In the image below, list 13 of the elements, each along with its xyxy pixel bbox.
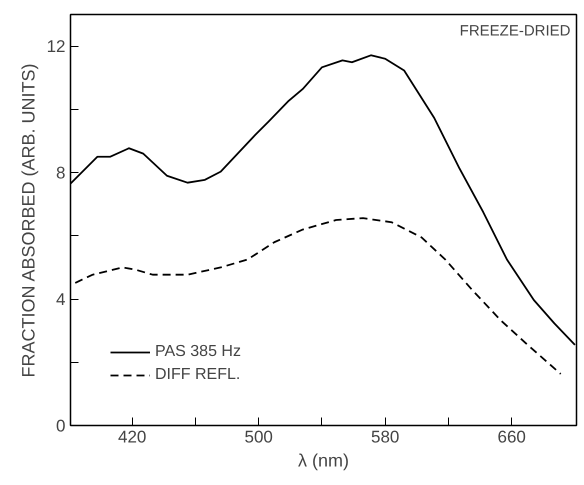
x-axis-title: λ (nm) (298, 450, 350, 470)
x-tick-label: 500 (244, 428, 273, 446)
y-tick-label: 12 (46, 37, 66, 56)
legend-label: DIFF REFL. (155, 366, 240, 384)
annotation: FREEZE-DRIED (460, 22, 571, 40)
y-tick-label: 4 (56, 290, 66, 310)
y-axis-title: FRACTION ABSORBED (ARB. UNITS) (18, 63, 39, 378)
legend-label: PAS 385 Hz (155, 343, 241, 361)
x-tick-label: 420 (118, 428, 146, 446)
y-tick-label: 0 (56, 416, 66, 436)
x-tick-label: 580 (370, 428, 400, 446)
x-tick-label: 660 (497, 428, 526, 446)
y-tick-label: 8 (56, 164, 66, 183)
